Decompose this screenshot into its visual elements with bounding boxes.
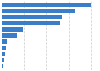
Bar: [2, 9, 75, 13]
Bar: [2, 52, 5, 56]
Bar: [2, 46, 6, 50]
Bar: [2, 39, 7, 44]
Bar: [2, 27, 23, 32]
Bar: [2, 64, 3, 68]
Bar: [2, 33, 17, 38]
Bar: [2, 58, 4, 62]
Bar: [2, 3, 91, 7]
Bar: [2, 15, 62, 19]
Bar: [2, 21, 60, 25]
